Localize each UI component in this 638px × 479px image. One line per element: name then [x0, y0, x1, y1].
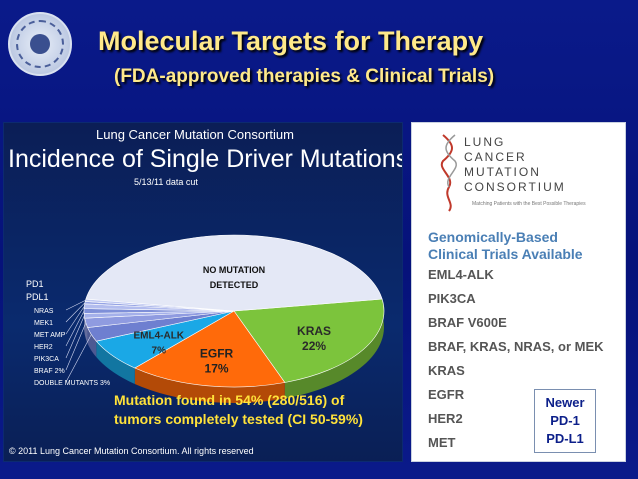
slide-subtitle: (FDA-approved therapies & Clinical Trial…	[114, 66, 495, 87]
trial-item: KRAS	[428, 363, 465, 378]
small-slice-label: MET AMP	[34, 332, 66, 339]
trial-item: BRAF, KRAS, NRAS, or MEK	[428, 339, 604, 354]
seal-ring	[16, 20, 64, 68]
callout-leader-line	[65, 310, 85, 347]
trial-item: EML4-ALK	[428, 267, 494, 282]
chart-title: Incidence of Single Driver Mutations	[8, 145, 403, 173]
pie-slice-side	[87, 327, 97, 358]
mutation-found-annotation: Mutation found in 54% (280/516) of tumor…	[114, 391, 363, 429]
pie-slice-side	[134, 368, 285, 403]
pie-slice-kras	[233, 298, 385, 383]
small-slice-label: HER2	[34, 344, 53, 351]
small-slice-label: BRAF 2%	[34, 368, 65, 375]
pie-slice-label: NO MUTATION	[203, 265, 265, 275]
annotation-line-1: Mutation found in 54% (280/516) of	[114, 392, 345, 408]
callout-leader-line	[65, 322, 87, 371]
logo-line-2: CANCER	[464, 150, 527, 164]
seal-core	[30, 34, 50, 54]
annotation-line-2: tumors completely tested (CI 50-59%)	[114, 411, 363, 427]
pie-slice-label: 7%	[152, 346, 167, 357]
trial-item: HER2	[428, 411, 463, 426]
pie-slice-label: KRAS	[297, 324, 331, 338]
consortium-logo-text: LUNG CANCER MUTATION CONSORTIUM	[464, 135, 566, 195]
pie-slice-side	[96, 341, 135, 385]
pie-slice-no-mutation-detected	[85, 234, 383, 312]
callout-leader-line	[65, 315, 85, 359]
chart-source-line: Lung Cancer Mutation Consortium	[96, 127, 294, 142]
logo-line-1: LUNG	[464, 135, 506, 149]
callout-leader-line	[65, 334, 92, 383]
logo-tagline: Matching Patients with the Best Possible…	[472, 201, 586, 207]
callout-leader-line	[65, 302, 86, 323]
pie-slice-label: 22%	[302, 339, 326, 353]
slide-title: Molecular Targets for Therapy	[98, 26, 484, 56]
newer-targets-box: Newer PD-1 PD-L1	[534, 389, 596, 453]
pie-slice-label: 17%	[205, 361, 229, 375]
pdl1-label: PDL1	[26, 292, 49, 302]
logo-line-4: CONSORTIUM	[464, 180, 566, 194]
trials-heading: Genomically-Based Clinical Trials Availa…	[428, 229, 583, 263]
pie-slice-label: EGFR	[200, 346, 234, 360]
dna-helix-icon	[440, 134, 457, 212]
trial-item: PIK3CA	[428, 291, 476, 306]
callout-leader-line	[65, 300, 86, 311]
clinical-trials-panel: LUNG CANCER MUTATION CONSORTIUM Matching…	[411, 122, 626, 462]
pd1-label: PD1	[26, 279, 44, 289]
chart-date-note: 5/13/11 data cut	[134, 177, 198, 187]
small-slice-label: NRAS	[34, 308, 54, 315]
newer-label: Newer	[545, 395, 585, 410]
small-slice-label: DOUBLE MUTANTS 3%	[34, 380, 110, 387]
small-slice-label: PIK3CA	[34, 356, 59, 363]
trial-item: EGFR	[428, 387, 465, 402]
trial-item: MET	[428, 435, 456, 450]
university-seal-icon	[8, 12, 72, 76]
logo-line-3: MUTATION	[464, 165, 541, 179]
pie-slice-label: DETECTED	[210, 280, 259, 290]
trials-list: EML4-ALK PIK3CA BRAF V600E BRAF, KRAS, N…	[428, 263, 604, 455]
small-slice-label: MEK1	[34, 320, 53, 327]
callout-leader-line	[65, 306, 85, 335]
pie-slice-label: EML4-ALK	[133, 331, 184, 342]
pie-slice-egfr	[134, 310, 286, 388]
mutation-chart-panel: Lung Cancer Mutation Consortium Incidenc…	[3, 122, 403, 462]
trials-heading-line-2: Clinical Trials Available	[428, 246, 583, 262]
trials-heading-line-1: Genomically-Based	[428, 229, 558, 245]
newer-pdl1: PD-L1	[546, 431, 584, 446]
copyright-note: © 2011 Lung Cancer Mutation Consortium. …	[9, 446, 254, 456]
trial-item: BRAF V600E	[428, 315, 507, 330]
newer-pd1: PD-1	[550, 413, 580, 428]
